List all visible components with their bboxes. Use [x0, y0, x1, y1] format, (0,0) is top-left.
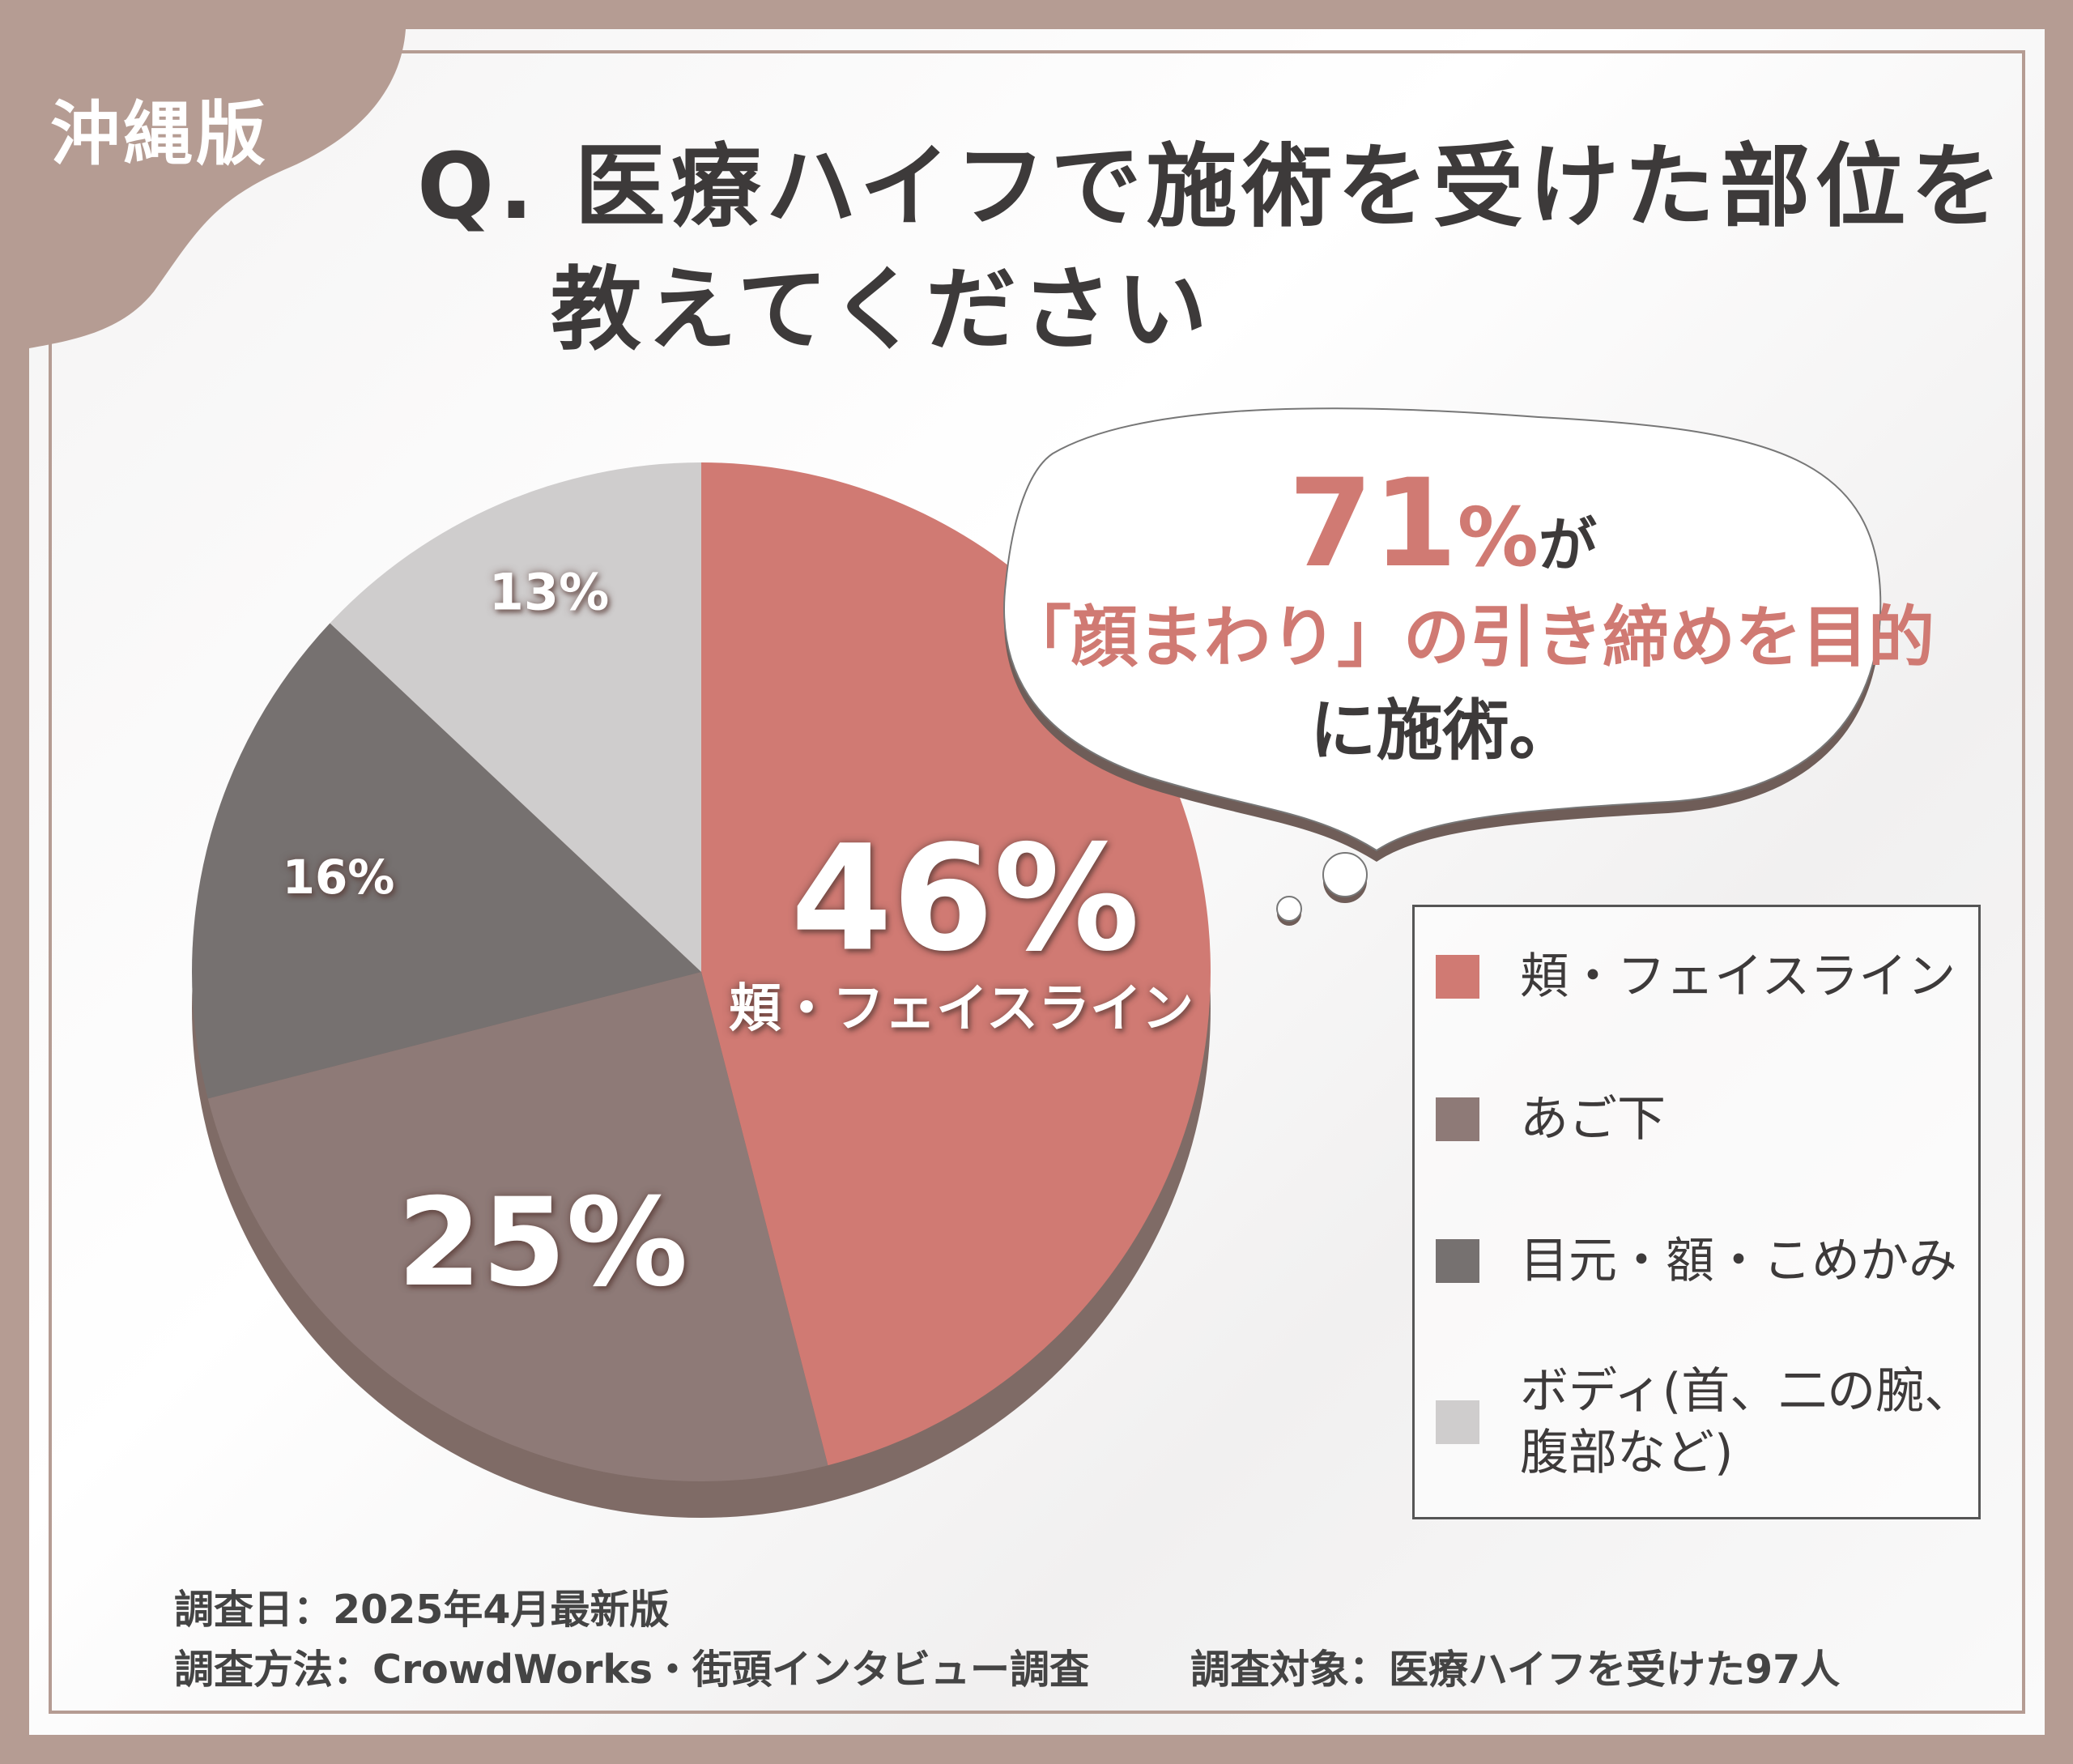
- footer-date: 調査日：2025年4月最新版: [174, 1587, 670, 1633]
- legend-label: 目元・額・こめかみ: [1520, 1233, 1957, 1289]
- legend-label: あご下: [1520, 1091, 1666, 1148]
- legend-item: あご下: [1436, 1089, 1666, 1150]
- chart-title-line2: 教えてください: [551, 258, 1213, 363]
- legend-swatch: [1436, 1400, 1479, 1444]
- chart-title-line1: Q. 医療ハイフで施術を受けた部位を: [417, 134, 2007, 240]
- callout-percent: %: [1457, 490, 1539, 585]
- slice-label-25: 25%: [397, 1173, 688, 1314]
- legend-label-line2: 腹部など): [1520, 1425, 1734, 1481]
- legend-swatch: [1436, 1239, 1479, 1283]
- legend-label: ボディ(首、二の腕、 腹部など): [1520, 1361, 1973, 1484]
- legend-item: ボディ(首、二の腕、 腹部など): [1436, 1361, 1973, 1484]
- legend-label-line1: ボディ(首、二の腕、: [1520, 1363, 1973, 1420]
- inner-border: [49, 50, 2025, 1714]
- legend: 頬・フェイスライン あご下 目元・額・こめかみ ボディ(首、二の腕、 腹部など): [1412, 905, 1981, 1519]
- callout-line3: に施術。: [1309, 692, 1576, 769]
- slice-label-16: 16%: [282, 850, 395, 905]
- slice-label-13: 13%: [488, 562, 610, 622]
- callout-number: 71: [1288, 454, 1458, 594]
- callout-line2: 「顔まわり」の引き締めを目的: [1005, 599, 1935, 676]
- pie-slice-3: [192, 623, 702, 1099]
- legend-item: 目元・額・こめかみ: [1436, 1230, 1957, 1292]
- footer-method: 調査方法：CrowdWorks・街頭インタビュー調査: [174, 1647, 1090, 1693]
- slice-caption-46: 頬・フェイスライン: [728, 979, 1194, 1039]
- callout-bubble: [1003, 407, 1882, 926]
- legend-label: 頬・フェイスライン: [1520, 948, 1956, 1005]
- legend-swatch: [1436, 955, 1479, 999]
- legend-swatch: [1436, 1097, 1479, 1141]
- legend-item: 頬・フェイスライン: [1436, 946, 1956, 1008]
- slice-label-46: 46%: [790, 814, 1140, 984]
- footer-target: 調査対象：医療ハイフを受けた97人: [1190, 1647, 1841, 1693]
- badge-shape: [0, 0, 407, 348]
- region-badge: 沖縄版: [50, 94, 269, 175]
- pie-slice-4: [330, 462, 701, 972]
- callout-suffix: が: [1538, 511, 1597, 579]
- callout-line1: 71%が: [1005, 454, 1880, 594]
- pie-slice-2: [207, 972, 828, 1481]
